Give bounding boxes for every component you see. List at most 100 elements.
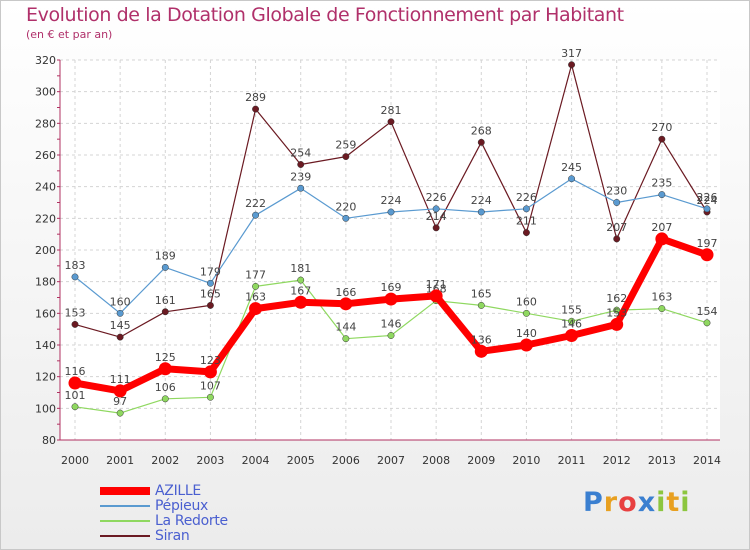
x-tick-label: 2010 (512, 454, 540, 467)
x-tick-label: 2004 (242, 454, 270, 467)
y-tick-label: 260 (35, 149, 56, 162)
data-label-la-redorte: 155 (561, 303, 582, 316)
y-tick-label: 300 (35, 86, 56, 99)
x-tick-label: 2007 (377, 454, 405, 467)
x-tick-label: 2011 (558, 454, 586, 467)
data-point-pepieux (252, 211, 260, 219)
data-label-azille: 197 (697, 237, 718, 250)
x-tick-label: 2000 (61, 454, 89, 467)
data-label-azille: 146 (561, 318, 582, 331)
data-point-pepieux (522, 205, 530, 213)
data-label-azille: 153 (606, 306, 627, 319)
data-label-azille: 171 (426, 278, 447, 291)
data-label-siran: 259 (335, 139, 356, 152)
data-label-la-redorte: 177 (245, 268, 266, 281)
data-point-siran (613, 235, 621, 243)
data-label-siran: 270 (651, 121, 672, 134)
data-label-azille: 166 (335, 286, 356, 299)
data-label-azille: 169 (381, 281, 402, 294)
data-point-azille (429, 289, 443, 303)
data-label-la-redorte: 165 (471, 287, 492, 300)
legend-label: La Redorte (155, 513, 228, 529)
data-point-la-redorte (522, 309, 530, 317)
data-label-siran: 145 (110, 319, 131, 332)
data-point-siran (522, 229, 530, 237)
legend-item-pepieux: Pépieux (100, 498, 320, 514)
data-point-la-redorte (342, 335, 350, 343)
data-point-azille (249, 302, 263, 316)
data-point-siran (387, 118, 395, 126)
data-label-pepieux: 239 (290, 170, 311, 183)
data-label-siran: 165 (200, 287, 221, 300)
data-point-la-redorte (703, 319, 711, 327)
data-label-la-redorte: 146 (381, 318, 402, 331)
legend-item-siran: Siran (100, 528, 320, 544)
legend-label: AZILLE (155, 483, 201, 499)
data-point-la-redorte (252, 282, 260, 290)
data-point-pepieux (432, 205, 440, 213)
data-point-pepieux (387, 208, 395, 216)
data-point-la-redorte (161, 395, 169, 403)
data-label-pepieux: 224 (471, 194, 492, 207)
data-label-pepieux: 220 (335, 200, 356, 213)
data-label-pepieux: 222 (245, 197, 266, 210)
data-label-la-redorte: 154 (697, 305, 718, 318)
data-point-azille (700, 248, 714, 262)
data-label-siran: 214 (426, 210, 447, 223)
series-azille: 116 111 125 123 163 167 166 169 171 136 140 146 153 2… (65, 221, 718, 398)
data-point-la-redorte (206, 393, 214, 401)
proxiti-logo: Proxiti (583, 487, 691, 518)
data-point-la-redorte (297, 276, 305, 284)
chart-subtitle: (en € et par an) (26, 28, 113, 41)
data-label-pepieux: 226 (426, 191, 447, 204)
data-label-la-redorte: 163 (651, 291, 672, 304)
data-point-pepieux (703, 205, 711, 213)
data-point-la-redorte (613, 306, 621, 314)
data-label-la-redorte: 162 (606, 292, 627, 305)
data-point-la-redorte (658, 305, 666, 313)
legend-label: Pépieux (155, 498, 209, 514)
data-label-siran: 153 (65, 306, 86, 319)
data-label-azille: 163 (245, 291, 266, 304)
x-tick-label: 2006 (332, 454, 360, 467)
series-siran: 153 145 161 165 289 254 259 281 214 268 211 317 207 2… (65, 47, 718, 341)
y-tick-label: 320 (35, 54, 56, 67)
data-label-pepieux: 189 (155, 249, 176, 262)
x-tick-label: 2008 (422, 454, 450, 467)
data-label-la-redorte: 107 (200, 379, 221, 392)
data-point-pepieux (116, 309, 124, 317)
data-point-azille (294, 295, 308, 309)
legend-label: Siran (155, 528, 190, 544)
legend-swatch (100, 535, 150, 537)
data-label-la-redorte: 97 (113, 395, 127, 408)
data-point-siran (342, 153, 350, 161)
data-label-pepieux: 226 (697, 191, 718, 204)
data-label-siran: 268 (471, 124, 492, 137)
legend-item-azille: AZILLE (100, 483, 320, 499)
data-point-azille (519, 338, 533, 352)
data-label-siran: 317 (561, 47, 582, 60)
data-point-la-redorte (71, 403, 79, 411)
data-point-pepieux (477, 208, 485, 216)
data-point-siran (432, 224, 440, 232)
legend: AZILLE Pépieux La Redorte Siran (100, 483, 320, 544)
data-label-siran: 289 (245, 91, 266, 104)
data-point-azille (474, 344, 488, 358)
data-label-la-redorte: 106 (155, 381, 176, 394)
data-label-azille: 167 (290, 284, 311, 297)
data-point-azille (203, 365, 217, 379)
x-tick-label: 2009 (467, 454, 495, 467)
y-tick-label: 200 (35, 244, 56, 257)
data-point-siran (568, 61, 576, 69)
data-label-siran: 161 (155, 294, 176, 307)
data-label-azille: 116 (65, 365, 86, 378)
data-point-siran (658, 135, 666, 143)
data-point-azille (384, 292, 398, 306)
data-label-la-redorte: 101 (65, 389, 86, 402)
data-label-pepieux: 226 (516, 191, 537, 204)
data-point-pepieux (613, 199, 621, 206)
data-point-pepieux (342, 214, 350, 222)
y-tick-label: 180 (35, 276, 56, 289)
